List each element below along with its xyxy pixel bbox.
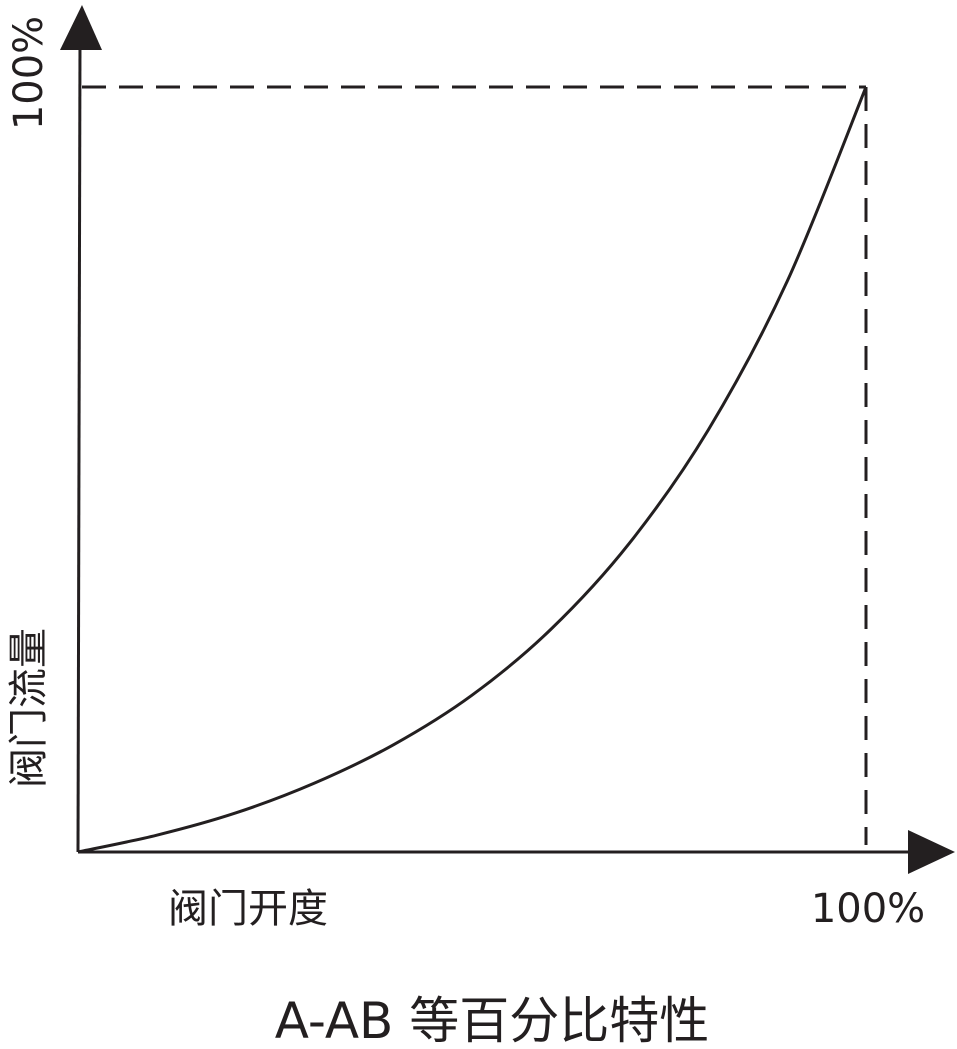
y-tick-label-100: 100% xyxy=(6,16,52,130)
series-line xyxy=(77,86,868,854)
y-axis xyxy=(76,39,82,853)
x-axis-label: 阀门开度 xyxy=(168,886,328,932)
y-axis-arrow xyxy=(60,5,102,50)
x-tick-label-100: 100% xyxy=(811,886,925,932)
y-axis-label: 阀门流量 xyxy=(6,628,52,788)
x-axis-arrow xyxy=(908,830,955,874)
chart-title: A-AB 等百分比特性 xyxy=(275,992,709,1049)
